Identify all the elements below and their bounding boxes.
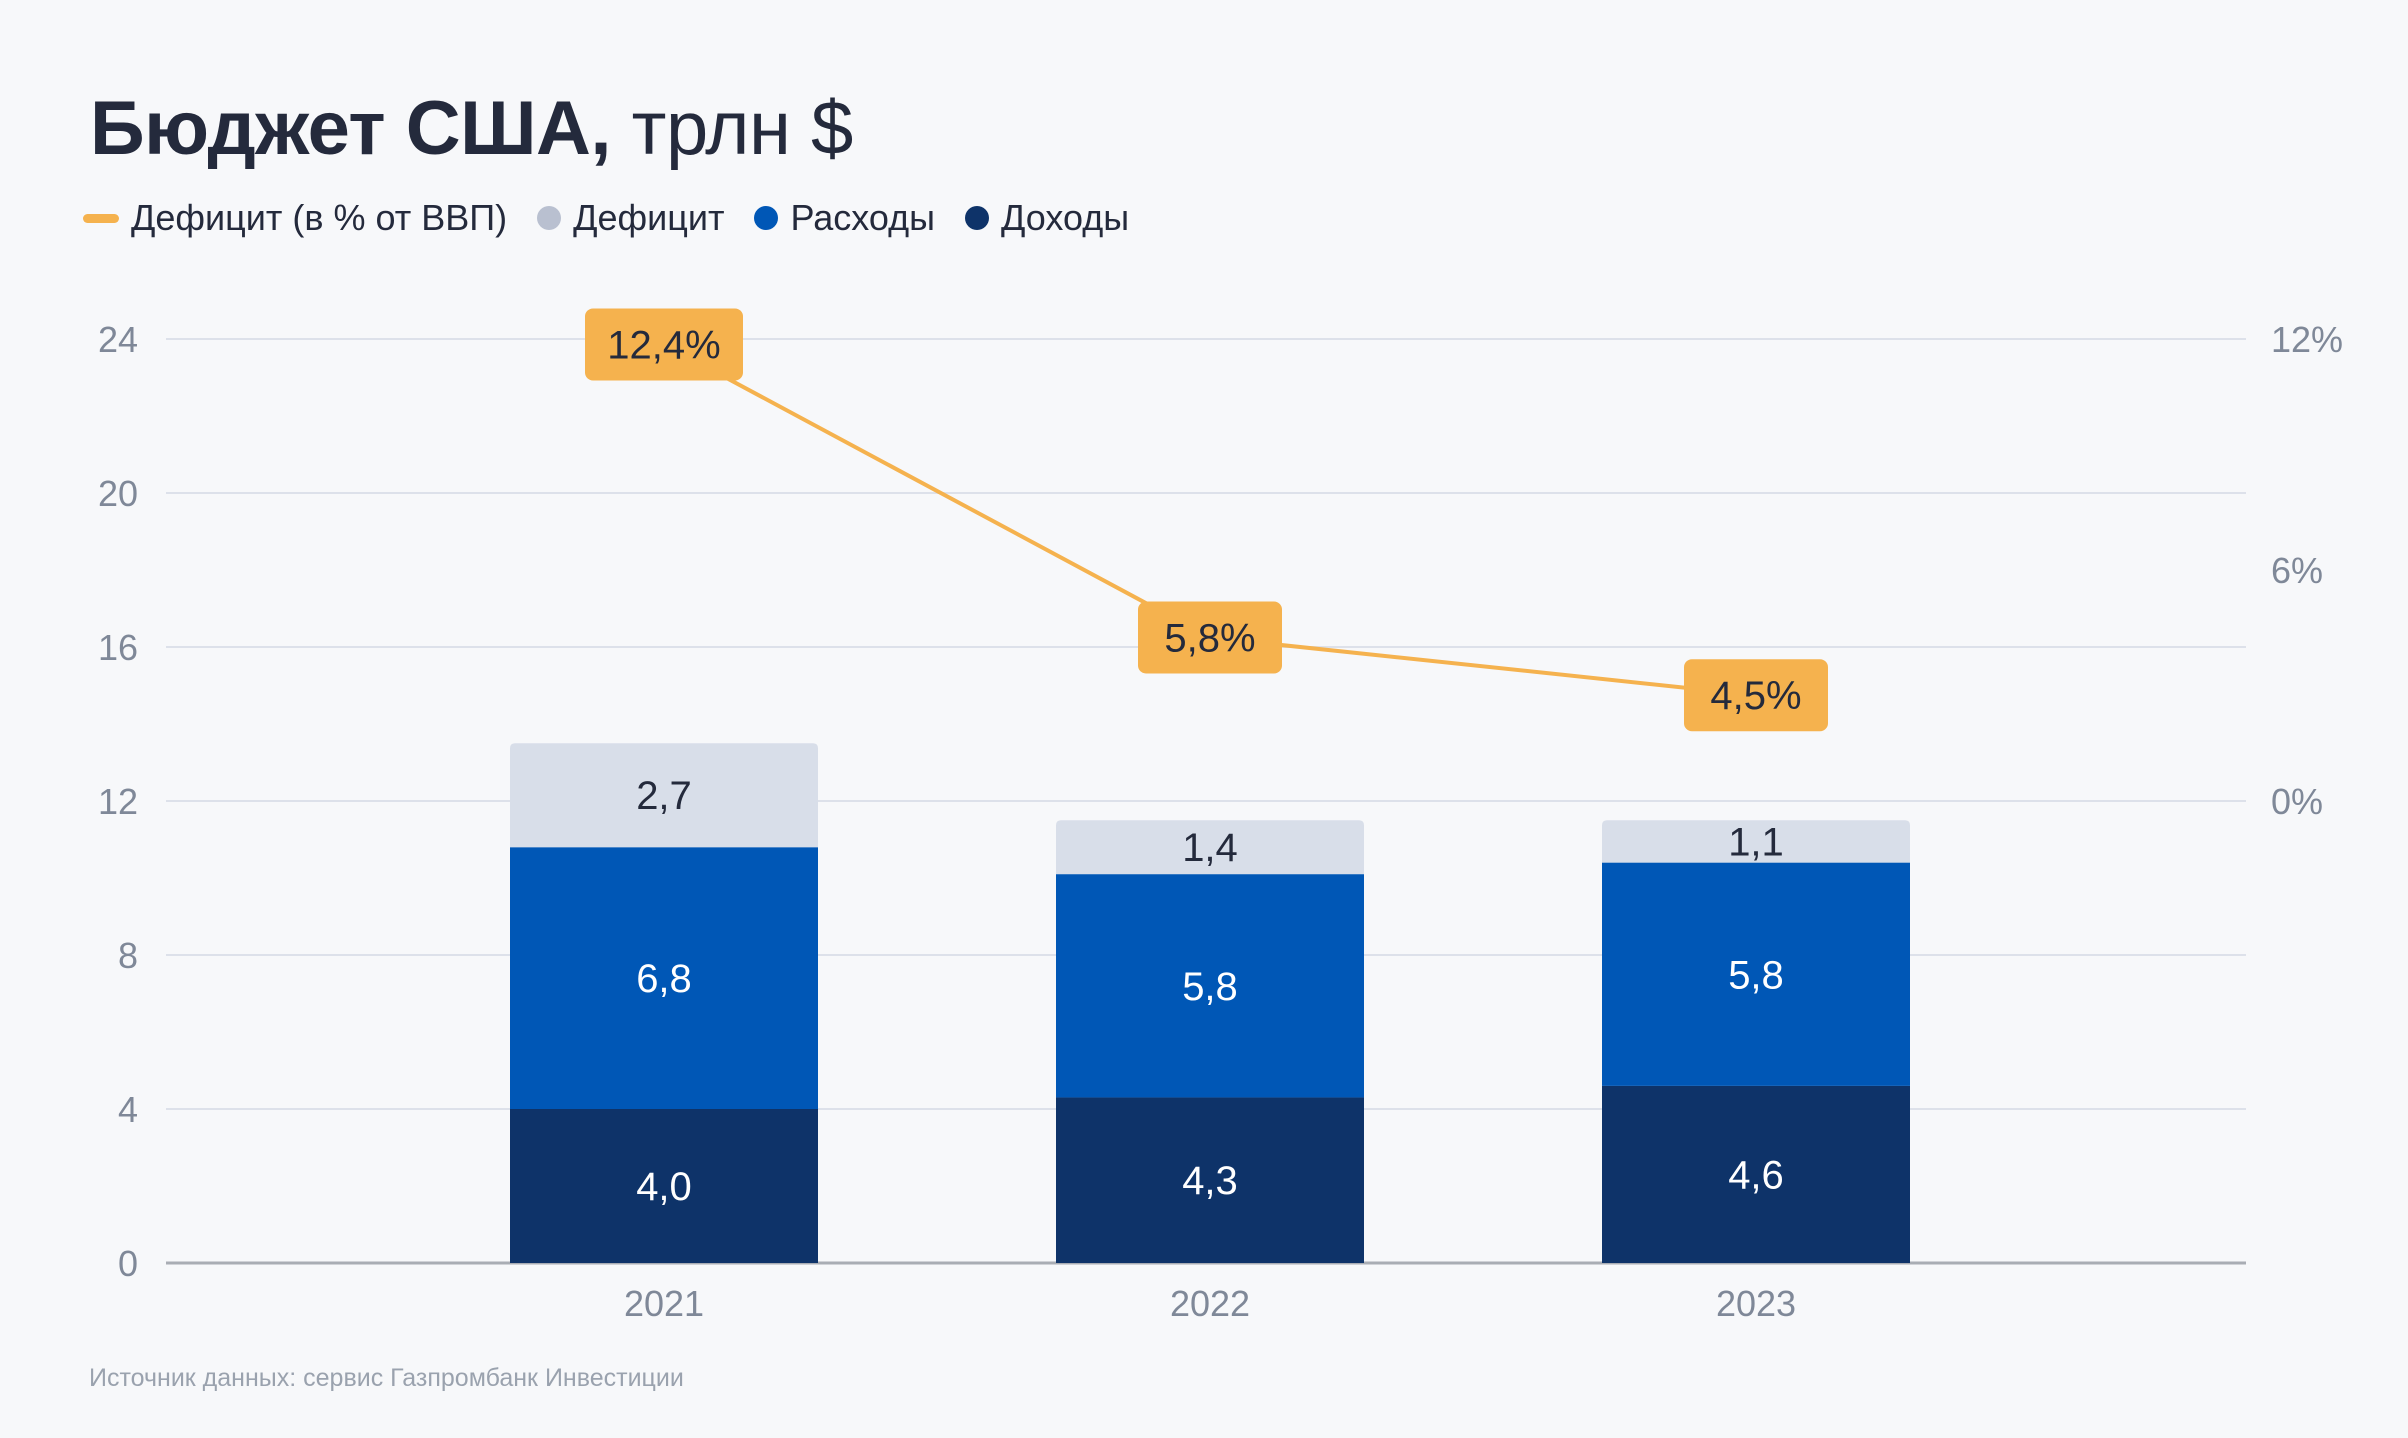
bar-series: 4,0 6,8 2,7 4,3 5,8 1,4 4,6 5,8 1,1 <box>510 743 1910 1263</box>
legend-dot-swatch-icon <box>754 206 779 230</box>
y-tick-label: 8 <box>118 935 138 976</box>
legend-line-swatch-icon <box>83 213 119 223</box>
line-data-label: 12,4% <box>585 308 743 381</box>
bar-segment-Дефицит <box>1056 820 1364 875</box>
y-tick-label: 20 <box>98 473 138 514</box>
legend-dot-swatch-icon <box>965 206 989 230</box>
legend-label: Расходы <box>790 197 935 238</box>
bar-segment-Дефицит <box>1602 820 1910 863</box>
bar-value-label: 4,0 <box>636 1165 692 1209</box>
bar-value-label: 5,8 <box>1182 965 1238 1009</box>
data-label-badge <box>585 308 743 381</box>
line-series: 12,4% 5,8% 4,5% <box>585 308 1828 732</box>
bar-segment-Доходы <box>510 1109 818 1263</box>
bar-value-label: 4,6 <box>1728 1153 1784 1197</box>
legend-item-revenue[interactable]: Доходы <box>965 197 1129 239</box>
legend-label: Дефицит (в % от ВВП) <box>131 197 508 238</box>
data-label-badge <box>1138 601 1282 674</box>
y-right-tick-label: 12% <box>2271 319 2343 360</box>
legend-label: Дефицит <box>573 197 725 238</box>
bar-segment-Доходы <box>1056 1097 1364 1263</box>
y-right-tick-label: 6% <box>2271 550 2323 591</box>
x-axis: 2021 2022 2023 <box>624 1283 1796 1324</box>
chart-title: Бюджет США, трлн $ <box>90 84 853 174</box>
bar-value-label: 1,1 <box>1728 820 1784 864</box>
line-data-label: 5,8% <box>1138 601 1282 674</box>
data-label-text: 5,8% <box>1164 616 1255 660</box>
y-tick-label: 24 <box>98 319 138 360</box>
legend-item-expenses[interactable]: Расходы <box>754 197 935 239</box>
chart-title-unit: трлн $ <box>631 86 854 171</box>
data-label-text: 12,4% <box>607 323 720 367</box>
bar-stack: 4,0 6,8 2,7 <box>510 743 818 1263</box>
bar-value-label: 1,4 <box>1182 826 1238 870</box>
bar-segment-Расходы <box>1056 874 1364 1098</box>
bar-value-label: 5,8 <box>1728 953 1784 997</box>
y-tick-label: 4 <box>118 1089 138 1130</box>
y-tick-label: 12 <box>98 781 138 822</box>
bar-segment-Доходы <box>1602 1085 1910 1263</box>
x-tick-label: 2023 <box>1716 1283 1796 1324</box>
x-tick-label: 2021 <box>624 1283 704 1324</box>
bar-segment-Расходы <box>1602 862 1910 1086</box>
bar-stack: 4,6 5,8 1,1 <box>1602 820 1910 1263</box>
x-tick-label: 2022 <box>1170 1283 1250 1324</box>
y-right-tick-label: 0% <box>2271 781 2323 822</box>
y-axis-left: 0 4 8 12 16 20 24 <box>98 319 138 1284</box>
legend-item-deficit[interactable]: Дефицит <box>537 197 724 239</box>
bar-value-label: 2,7 <box>636 774 692 818</box>
legend-dot-swatch-icon <box>537 206 562 230</box>
y-tick-label: 0 <box>118 1243 138 1284</box>
data-source-note: Источник данных: сервис Газпромбанк Инве… <box>89 1364 684 1392</box>
y-axis-right: 0% 6% 12% <box>2271 319 2343 822</box>
legend-label: Доходы <box>1001 197 1130 238</box>
legend-item-deficit-pct[interactable]: Дефицит (в % от ВВП) <box>83 197 507 239</box>
data-label-badge <box>1684 659 1828 732</box>
bar-segment-Расходы <box>510 847 818 1109</box>
y-tick-label: 16 <box>98 627 138 668</box>
line-data-label: 4,5% <box>1684 659 1828 732</box>
bar-value-label: 4,3 <box>1182 1159 1238 1203</box>
bar-segment-Дефицит <box>510 743 818 848</box>
chart-title-main: Бюджет США, <box>90 86 612 171</box>
chart-legend: Дефицит (в % от ВВП) Дефицит Расходы Дох… <box>83 196 1159 240</box>
bar-value-label: 6,8 <box>636 957 692 1001</box>
data-label-text: 4,5% <box>1710 674 1801 718</box>
bar-stack: 4,3 5,8 1,4 <box>1056 820 1364 1263</box>
